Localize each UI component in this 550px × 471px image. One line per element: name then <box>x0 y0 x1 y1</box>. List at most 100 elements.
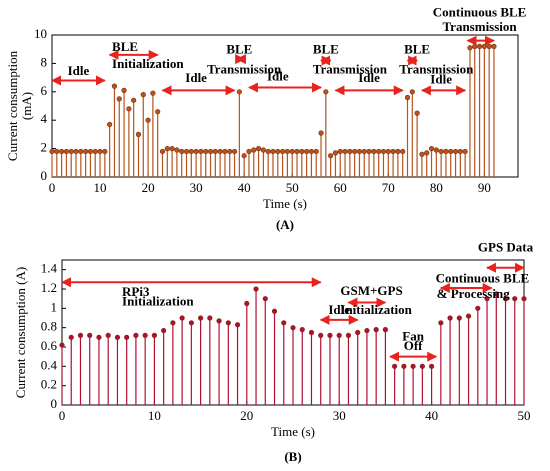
stem-marker <box>318 130 324 136</box>
stem-marker <box>467 45 473 51</box>
y-tick-label: 1.2 <box>41 280 57 295</box>
stem-marker <box>203 148 209 155</box>
annotation-label: BLE <box>112 39 138 54</box>
stem-marker <box>419 151 425 157</box>
stem-marker <box>452 148 459 155</box>
stem-marker <box>54 148 60 155</box>
stem-marker <box>251 147 257 153</box>
y-tick-label: 6 <box>41 83 48 98</box>
annotation-label: Initialization <box>122 294 194 309</box>
stem-marker <box>169 146 175 152</box>
x-tick-label: 80 <box>430 180 443 195</box>
stem-marker <box>102 148 108 155</box>
x-tick-label: 10 <box>148 408 161 423</box>
stem-marker <box>49 148 55 155</box>
y-tick-label: 0 <box>41 168 48 183</box>
stem-marker <box>337 148 343 155</box>
x-tick-label: 20 <box>240 408 253 423</box>
stem-marker <box>328 153 334 159</box>
stem-marker <box>299 148 305 155</box>
annotation-label: Transmission <box>442 19 517 34</box>
annotation-label: Idle <box>267 69 289 84</box>
plot-frame <box>51 34 519 178</box>
stem-marker <box>428 146 435 152</box>
stem-marker <box>241 153 247 159</box>
y-tick-label: 4 <box>41 111 48 126</box>
stem-marker <box>105 332 111 339</box>
chart: 0 10 20 30 40 50 60 70 80 90 0 2 4 6 8 10 Time (s) Curren… <box>5 5 526 232</box>
stem-marker <box>111 83 118 89</box>
stem-marker <box>92 148 98 155</box>
x-tick-label: 60 <box>334 180 347 195</box>
x-tick-label: 70 <box>382 180 395 195</box>
stem-marker <box>179 148 185 155</box>
stem-marker <box>429 363 435 369</box>
stem-marker <box>414 110 420 116</box>
stem-marker <box>253 286 259 292</box>
stem-marker <box>170 320 176 326</box>
stem-marker <box>59 148 65 155</box>
annotation-label: RPi3 <box>122 284 150 299</box>
chart: 0 10 20 30 40 50 0 0.2 0.4 0.6 0.8 1 1.2 1.4 Time (s) C… <box>13 239 534 464</box>
stem-marker <box>63 148 70 155</box>
stem-marker <box>68 334 74 340</box>
stem-marker <box>183 148 190 155</box>
stem-marker <box>107 121 113 128</box>
annotation-label: Fan <box>402 328 424 343</box>
stem-marker <box>255 146 262 152</box>
stem-marker <box>262 296 268 302</box>
stem-marker <box>438 320 444 326</box>
stem-marker <box>271 308 278 314</box>
stem-marker <box>476 43 483 49</box>
stem-marker <box>332 150 339 156</box>
stem-marker <box>231 148 238 155</box>
stem-marker <box>433 147 439 153</box>
stem-marker <box>212 148 218 155</box>
stem-marker <box>502 296 509 302</box>
stem-marker <box>236 89 242 95</box>
stem-marker <box>371 148 377 155</box>
annotation-label: Idle <box>68 63 90 78</box>
x-axis-label: Time (s) <box>271 424 315 439</box>
x-tick-label: 50 <box>286 180 299 195</box>
x-tick-label: 30 <box>333 408 346 423</box>
stem-marker <box>83 148 89 155</box>
annotation-label: Idle <box>358 70 380 85</box>
x-tick-label: 50 <box>518 408 531 423</box>
stem-marker <box>409 89 415 95</box>
stem-marker <box>491 43 497 49</box>
annotation-label: Idle <box>328 302 350 317</box>
stem-marker <box>188 148 194 155</box>
stem-marker <box>462 148 468 155</box>
stem-marker <box>227 148 233 155</box>
stem-marker <box>133 332 139 339</box>
stem-marker <box>59 342 65 348</box>
x-tick-label: 10 <box>94 180 107 195</box>
stem-marker <box>68 148 74 155</box>
y-tick-label: 8 <box>41 54 48 69</box>
stem-marker <box>395 148 401 155</box>
stem-marker <box>294 148 300 155</box>
annotation-label: Transmission <box>399 61 474 76</box>
stem-marker <box>484 296 490 302</box>
stem-marker <box>284 148 291 155</box>
stem-marker <box>77 332 84 339</box>
stem-marker <box>145 117 151 123</box>
stem-marker <box>97 148 103 155</box>
stem-marker <box>356 148 363 155</box>
stem-marker <box>486 43 492 49</box>
stem-marker <box>447 315 453 321</box>
stem-marker <box>361 148 367 155</box>
y-axis-label: Current consumption <box>5 50 20 161</box>
stem-marker <box>308 148 315 155</box>
y-tick-label: 0.6 <box>41 338 58 353</box>
stem-marker <box>155 109 161 115</box>
annotation-label: Idle <box>185 70 207 85</box>
stem-marker <box>410 363 416 369</box>
stem-marker <box>217 148 223 155</box>
stem-marker <box>216 318 222 324</box>
y-tick-label: 0 <box>51 396 58 411</box>
stem-marker <box>87 332 93 339</box>
stem-marker <box>345 332 352 339</box>
